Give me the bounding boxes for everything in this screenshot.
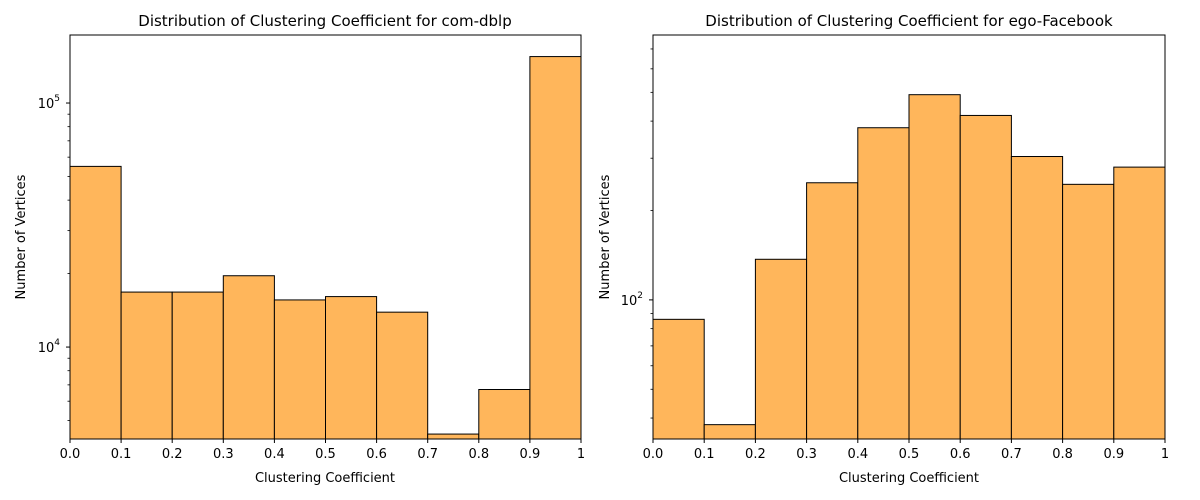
x-tick-label: 0.9 — [1103, 447, 1124, 462]
x-tick-label: 0.6 — [950, 447, 971, 462]
x-tick-label: 0.5 — [315, 447, 336, 462]
x-tick-label: 0.8 — [468, 447, 489, 462]
histogram-bar — [120, 291, 173, 440]
bar-group — [652, 94, 1166, 440]
x-tick-label: 0.9 — [520, 447, 541, 462]
histogram-bar — [959, 114, 1012, 440]
x-tick-label: 0.4 — [264, 447, 285, 462]
x-tick-label: 0.1 — [694, 447, 715, 462]
y-axis-label: Number of Vertices — [14, 174, 29, 299]
chart-ego-facebook: Distribution of Clustering Coefficient f… — [598, 12, 1169, 486]
histogram-bar — [908, 94, 961, 440]
x-tick-label: 0.6 — [366, 447, 387, 462]
x-tick-label: 0.5 — [899, 447, 920, 462]
histogram-bar — [325, 296, 378, 440]
bar-group — [69, 56, 582, 440]
x-tick-label: 0.0 — [643, 447, 664, 462]
plot-frame — [652, 34, 1166, 440]
x-axis-label: Clustering Coefficient — [839, 471, 979, 486]
histogram-bar — [69, 165, 122, 440]
histogram-bar — [754, 258, 808, 440]
tick-group: 0.0 0.1 0.2 0.3 0.4 0.5 0.6 0.7 0.8 0.9 1 102 — [621, 48, 1169, 462]
chart-title: Distribution of Clustering Coefficient f… — [705, 12, 1113, 30]
histogram-bar — [529, 56, 582, 440]
x-tick-label: 0.0 — [60, 447, 81, 462]
x-tick-label: 0.3 — [796, 447, 817, 462]
chart-com-dblp: Distribution of Clustering Coefficient f… — [14, 12, 585, 486]
x-tick-label: 0.7 — [1001, 447, 1022, 462]
histogram-bar — [222, 275, 275, 440]
histogram-bar — [652, 318, 705, 440]
plot-frame — [69, 34, 582, 440]
x-tick-label: 1 — [1161, 447, 1169, 462]
histogram-bar — [1062, 183, 1115, 440]
histogram-bar — [478, 389, 531, 440]
x-tick-label: 0.2 — [745, 447, 766, 462]
histogram-bar — [703, 424, 756, 440]
y-tick-label: 105 — [38, 94, 60, 112]
x-tick-label: 0.1 — [111, 447, 132, 462]
x-tick-label: 0.4 — [847, 447, 868, 462]
x-tick-label: 0.7 — [417, 447, 438, 462]
x-tick-label: 0.2 — [162, 447, 183, 462]
y-axis-label: Number of Vertices — [598, 174, 613, 299]
x-tick-label: 0.8 — [1052, 447, 1073, 462]
y-tick-label: 104 — [38, 338, 61, 356]
x-tick-label: 0.3 — [213, 447, 234, 462]
histogram-bar — [857, 127, 910, 440]
histogram-bar — [1113, 166, 1166, 440]
chart-title: Distribution of Clustering Coefficient f… — [138, 12, 511, 30]
histogram-bar — [273, 299, 326, 440]
histogram-bar — [806, 182, 859, 440]
x-tick-label: 1 — [577, 447, 585, 462]
y-tick-label: 102 — [621, 291, 643, 309]
histogram-bar — [171, 291, 224, 440]
x-axis-label: Clustering Coefficient — [255, 471, 395, 486]
histogram-bar — [1010, 156, 1064, 440]
histogram-bar — [376, 311, 429, 440]
histogram-bar — [427, 433, 480, 440]
tick-group: 0.0 0.1 0.2 0.3 0.4 0.5 0.6 0.7 0.8 0.9 1 104 105 — [38, 94, 585, 462]
